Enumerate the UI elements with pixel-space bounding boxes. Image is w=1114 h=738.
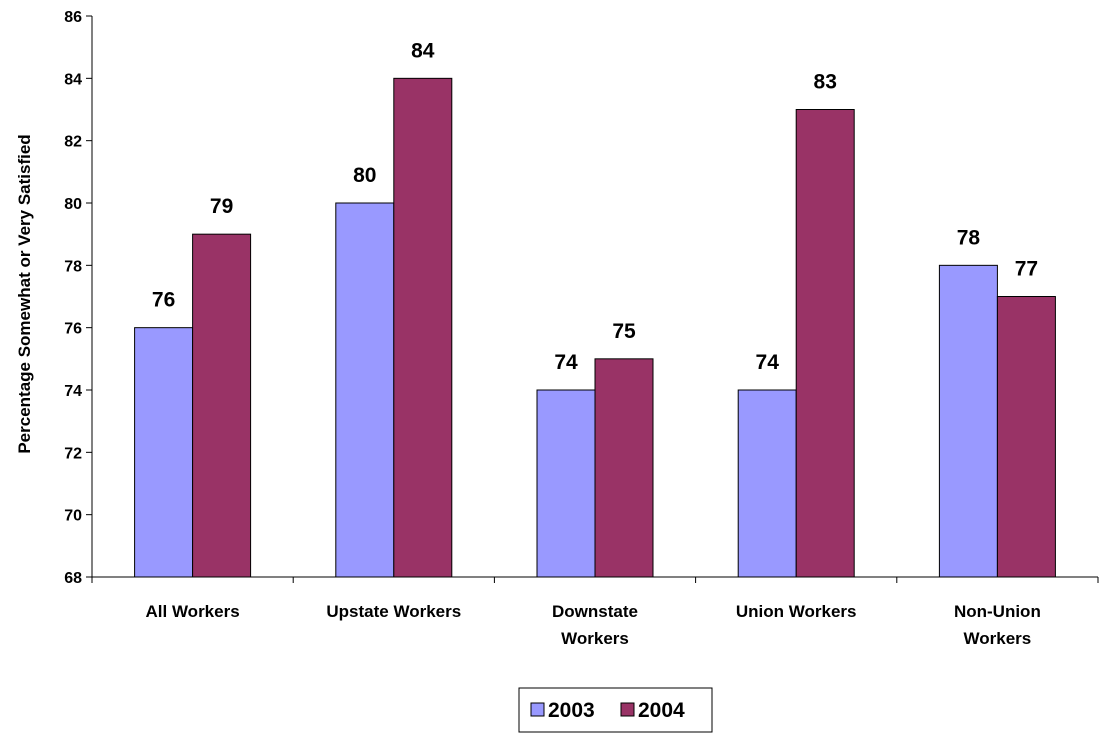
y-tick-label: 82 xyxy=(64,134,82,151)
data-label: 83 xyxy=(814,71,837,94)
y-tick-label: 86 xyxy=(64,9,82,26)
bar-2003 xyxy=(536,389,596,578)
legend-swatch-2003 xyxy=(530,702,545,717)
x-category-label: Union Workers xyxy=(736,602,857,621)
data-label: 74 xyxy=(756,351,780,374)
data-label: 80 xyxy=(353,164,376,187)
x-category-label: Workers xyxy=(964,629,1032,648)
bar-2004 xyxy=(594,358,654,578)
legend: 2003 2004 xyxy=(518,687,713,733)
data-label: 77 xyxy=(1015,258,1038,281)
x-category-label: Upstate Workers xyxy=(326,602,461,621)
bar-2003 xyxy=(134,327,194,578)
data-label: 78 xyxy=(957,226,981,249)
y-tick-label: 68 xyxy=(64,570,82,587)
data-label: 75 xyxy=(612,320,636,343)
x-category-label: All Workers xyxy=(146,602,240,621)
y-axis-title-group: Percentage Somewhat or Very Satisfied xyxy=(15,134,34,453)
data-label: 79 xyxy=(210,195,233,218)
y-tick-label: 72 xyxy=(64,445,82,462)
y-tick-label: 84 xyxy=(64,71,82,88)
y-tick-label: 80 xyxy=(64,196,82,213)
bars xyxy=(134,77,1056,578)
data-label: 76 xyxy=(152,289,175,312)
bar-2004 xyxy=(996,296,1056,578)
bar-2003 xyxy=(938,264,998,578)
y-tick-label: 76 xyxy=(64,321,82,338)
y-tick-label: 70 xyxy=(64,508,82,525)
legend-label-2003: 2003 xyxy=(548,699,595,722)
bar-2004 xyxy=(192,233,252,578)
legend-box xyxy=(518,687,713,733)
bar-2003 xyxy=(737,389,797,578)
x-axis-labels: All Workers Upstate Workers Downstate Worke… xyxy=(146,602,1041,648)
data-labels: 76 79 80 84 74 75 74 83 78 77 xyxy=(152,39,1038,374)
data-label: 74 xyxy=(554,351,578,374)
y-tick-label: 78 xyxy=(64,258,82,275)
legend-label-2004: 2004 xyxy=(638,699,685,722)
bar-2004 xyxy=(393,77,453,578)
bar-2004 xyxy=(795,109,855,578)
data-label: 84 xyxy=(411,39,435,62)
legend-swatch-2004 xyxy=(620,702,635,717)
x-category-label: Downstate xyxy=(552,602,638,621)
x-category-label: Workers xyxy=(561,629,629,648)
bar-2003 xyxy=(335,202,395,578)
x-category-label: Non-Union xyxy=(954,602,1041,621)
axes: 68 70 72 74 76 78 80 82 84 86 xyxy=(64,9,1099,587)
y-axis-title: Percentage Somewhat or Very Satisfied xyxy=(15,134,34,453)
y-tick-label: 74 xyxy=(64,383,82,400)
